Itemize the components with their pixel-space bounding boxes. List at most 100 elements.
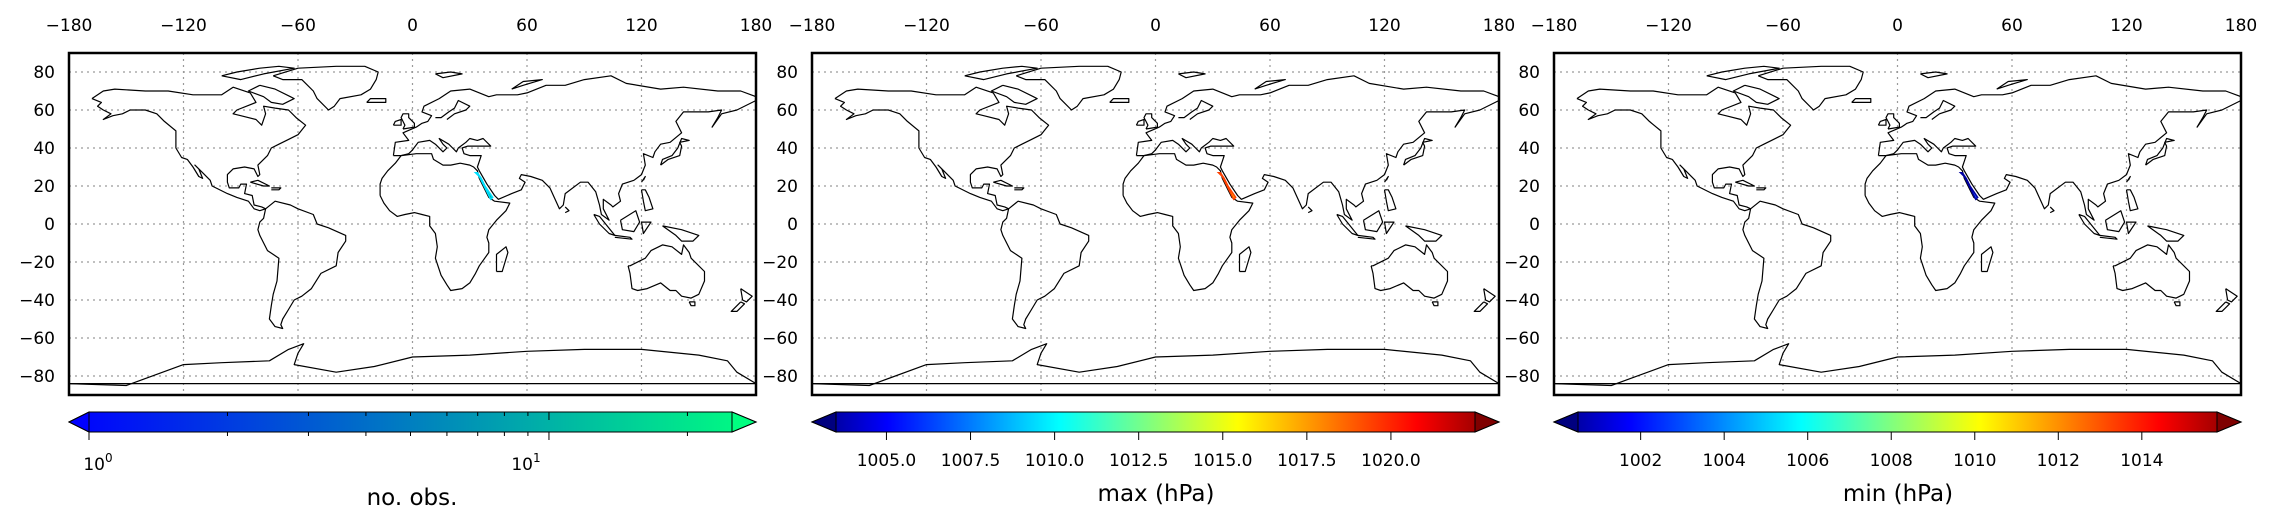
latitude-tick-label: 80 — [776, 63, 798, 83]
coastline — [1920, 71, 1948, 79]
latitude-tick-labels: 80 60 40 20 0 −20 −40 −60 −80 — [762, 63, 798, 387]
colorbar-tick-label: 1012.5 — [1109, 451, 1168, 471]
coastline — [1742, 200, 1832, 330]
map-frame — [1552, 51, 2243, 397]
latitude-tick-label: 0 — [787, 215, 798, 235]
coastline — [1405, 225, 1443, 242]
latitude-tick-label: 20 — [1518, 177, 1540, 197]
coastlines — [812, 65, 1499, 387]
colorbar-fill — [1552, 411, 2243, 433]
colorbar-ticks: 1002 1004 1006 1008 1010 1012 1014 — [1619, 432, 2163, 471]
coastline — [1384, 175, 1389, 183]
longitude-tick-label: −120 — [1645, 16, 1692, 36]
coastline — [660, 137, 690, 166]
coastline — [271, 187, 282, 191]
coastline — [1757, 65, 1864, 111]
observation-swath-red-sea — [473, 171, 494, 201]
map-panel-no-obs: −180 −120 −60 0 60 120 180 806040200−20−40−60−… — [19, 16, 772, 511]
latitude-tick-label: 60 — [33, 101, 55, 121]
coastline — [964, 65, 1038, 81]
map-panel-max-pressure: −180 −120 −60 0 60 120 180 806040200−20−40−60−… — [762, 16, 1515, 507]
map-frame — [810, 51, 1501, 397]
colorbar-fill — [810, 411, 1501, 433]
coastline — [257, 200, 347, 330]
latitude-tick-label: 60 — [1518, 101, 1540, 121]
coastline — [1178, 71, 1206, 79]
coastline — [1362, 210, 1384, 233]
coastline — [1014, 187, 1025, 191]
coastline — [2125, 221, 2137, 235]
colorbar-ticks — [88, 412, 688, 440]
observation-swath — [1216, 171, 1237, 201]
colorbar-tick-label: 1014 — [2120, 451, 2163, 471]
coastline — [1735, 179, 1755, 187]
colorbar-tick-label: 1020.0 — [1361, 451, 1420, 471]
coastline — [392, 118, 402, 126]
coastline — [1357, 234, 1376, 240]
latitude-tick-label: 40 — [1518, 139, 1540, 159]
longitude-tick-labels: −180 −120 −60 0 60 120 180 — [1531, 16, 2258, 36]
coastline — [1473, 301, 1489, 312]
latitude-tick-label: −20 — [1504, 253, 1540, 273]
coastline — [272, 65, 379, 111]
colorbar-extend-max — [1474, 411, 1501, 433]
longitude-tick-label: −60 — [1765, 16, 1801, 36]
latitude-tick-label: 40 — [776, 139, 798, 159]
coastline — [614, 234, 633, 240]
colorbar-tick-label-10: 101 — [511, 451, 540, 475]
coastline — [1576, 86, 1792, 212]
coastline — [993, 179, 1013, 187]
coastline — [1706, 65, 1780, 81]
colorbar-tick-label-1: 100 — [83, 451, 112, 475]
colorbar-label: no. obs. — [367, 485, 458, 511]
coastline — [2078, 213, 2101, 236]
observation-swath-red-sea — [1958, 171, 1979, 201]
coastline — [1431, 301, 1439, 307]
coastline — [619, 210, 641, 233]
coastline — [1370, 244, 1449, 299]
longitude-tick-label: −60 — [280, 16, 316, 36]
coastline — [2112, 244, 2191, 299]
colorbar-tick-label: 1010 — [1953, 451, 1996, 471]
coastline — [834, 86, 1050, 212]
coastline — [1877, 118, 1887, 126]
latitude-tick-label: −40 — [762, 291, 798, 311]
coastline — [1178, 99, 1214, 120]
coastline — [435, 71, 463, 79]
latitude-tick-label: −60 — [19, 329, 55, 349]
latitude-tick-label: −60 — [1504, 329, 1540, 349]
colorbar-tick-label: 1017.5 — [1277, 451, 1336, 471]
coastline — [1015, 65, 1122, 111]
coastline — [1877, 75, 2241, 221]
coastline — [1383, 221, 1395, 235]
longitude-tick-labels: −180 −120 −60 0 60 120 180 — [46, 16, 773, 36]
coastline — [495, 246, 509, 273]
longitude-tick-label: 60 — [516, 16, 538, 36]
coastline — [1143, 113, 1158, 130]
longitude-tick-label: −60 — [1023, 16, 1059, 36]
colorbar: 1002 1004 1006 1008 1010 1012 1014 min (hPa) — [1552, 411, 2243, 507]
longitude-tick-labels: −180 −120 −60 0 60 120 180 — [789, 16, 1516, 36]
latitude-tick-label: 0 — [1529, 215, 1540, 235]
coastline — [2049, 206, 2055, 214]
coastline — [1996, 79, 2028, 90]
coastline — [1554, 343, 2241, 387]
coastline — [1851, 98, 1872, 103]
longitude-tick-label: −180 — [46, 16, 93, 36]
coastlines — [1554, 65, 2241, 387]
coastline — [564, 206, 570, 214]
graticule — [1554, 53, 2241, 395]
latitude-tick-label: 80 — [33, 63, 55, 83]
coastline — [627, 244, 706, 299]
latitude-tick-label: −40 — [19, 291, 55, 311]
coastline — [435, 99, 471, 120]
coastline — [2099, 234, 2118, 240]
map-frame — [67, 51, 758, 397]
longitude-tick-label: −180 — [789, 16, 836, 36]
coastline — [1109, 98, 1130, 103]
coastline — [990, 84, 1038, 105]
longitude-tick-label: −120 — [160, 16, 207, 36]
coastline — [1135, 118, 1145, 126]
coastline — [2125, 189, 2139, 212]
colorbar-extend-min — [810, 411, 837, 433]
